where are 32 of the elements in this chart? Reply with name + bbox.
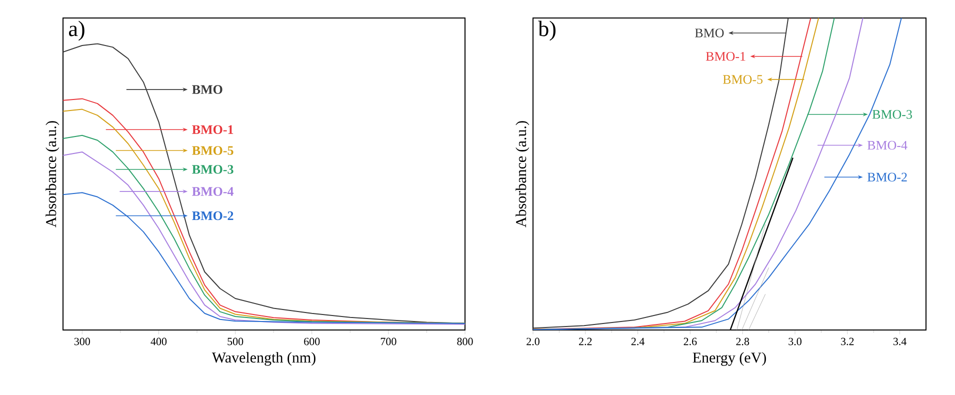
legend-label: BMO-3 [872,110,912,119]
legend-label: BMO-3 [192,165,234,174]
text: a) [69,20,84,41]
legend-label: BMO-4 [192,187,234,196]
x-tick-label: 600 [304,338,320,346]
x-tick-label: 2.8 [736,338,750,346]
text: BMO [695,28,724,38]
x-tick-label: 3.0 [788,338,802,346]
x-tick-label: 2.0 [526,338,540,346]
legend-label: BMO-2 [192,211,234,220]
x-tick-label: 2.2 [579,338,592,346]
x-tick-label: 3.2 [841,338,854,346]
x-tick-label: 300 [74,338,90,346]
x-tick-label: 800 [457,338,473,346]
x-axis-title: Energy (eV) [692,352,766,366]
annotation: b) [538,20,556,41]
x-tick-label: 400 [150,338,167,346]
x-tick-label: 2.4 [631,338,645,346]
x-tick-label: 500 [228,338,244,346]
legend-label: BMO-5 [192,146,234,155]
legend-label: BMO-2 [867,172,907,182]
text: BMO-5 [722,75,763,84]
x-tick-label: 3.4 [893,338,907,346]
legend-label: BMO [192,85,222,94]
y-axis-title: Absorbance (a.u.) [516,121,530,228]
x-tick-label: 700 [380,338,396,346]
y-axis-title: Absorbance (a.u.) [46,121,60,228]
legend-label: BMO-4 [867,140,908,150]
x-tick-label: 2.6 [684,338,697,346]
legend-label: BMO-1 [192,125,234,134]
text: BMO-1 [706,52,746,61]
x-axis-title: Wavelength (nm) [212,352,316,366]
